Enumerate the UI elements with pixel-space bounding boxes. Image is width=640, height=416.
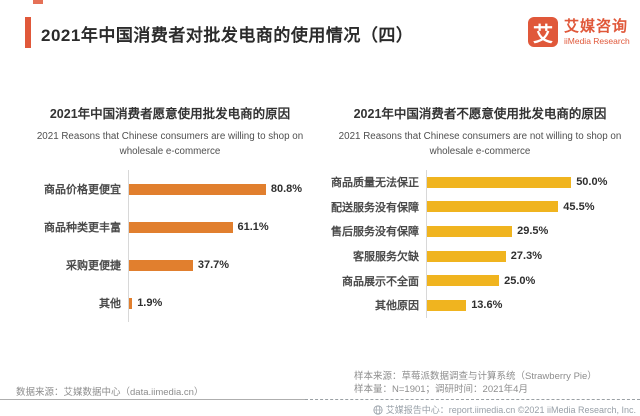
iimedia-logo: 艾 艾媒咨询 iiMedia Research <box>528 17 630 47</box>
value-label: 50.0% <box>576 176 608 189</box>
value-label: 80.8% <box>270 183 303 195</box>
footer-divider-dashed <box>305 399 640 400</box>
bar-track: 25.0% <box>426 268 636 293</box>
left-chart-header: 2021年中国消费者愿意使用批发电商的原因 2021 Reasons that … <box>20 103 320 159</box>
bar <box>427 225 513 237</box>
category-label: 商品种类更丰富 <box>44 222 121 234</box>
bar <box>129 183 266 195</box>
category-label: 商品展示不全面 <box>342 275 419 288</box>
left-chart-subtitle: 2021 Reasons that Chinese consumers are … <box>36 131 304 157</box>
sample-source-note: 样本来源：草莓派数据调查与计算系统（Strawberry Pie） 样本量：N=… <box>354 371 597 396</box>
category-label: 售后服务没有保障 <box>331 226 419 239</box>
left-chart-bars: 商品价格更便宜 80.8% 商品种类更丰富 61.1% 采购更便捷 37.7% 其他 1.9% <box>20 170 326 322</box>
right-chart-title: 2021年中国消费者不愿意使用批发电商的原因 <box>353 107 607 121</box>
footer-divider-solid <box>0 399 305 400</box>
right-chart-subtitle: 2021 Reasons that Chinese consumers are … <box>338 131 622 157</box>
bar <box>129 259 193 271</box>
watermark-text: 艾媒报告中心：report.iimedia.cn ©2021 iiMedia R… <box>385 405 636 415</box>
bar-track: 29.5% <box>426 219 636 244</box>
globe-icon <box>373 404 383 415</box>
bar <box>427 275 500 287</box>
bar-row: 商品质量无法保正 50.0% <box>330 170 636 195</box>
data-source-note: 数据来源：艾媒数据中心（data.iimedia.cn） <box>16 387 204 398</box>
value-label: 13.6% <box>471 299 503 312</box>
bar-track: 13.6% <box>426 292 636 318</box>
page-title: 2021年中国消费者对批发电商的使用情况（四） <box>41 26 414 45</box>
logo-name-cn: 艾媒咨询 <box>564 18 629 35</box>
bar <box>427 201 559 213</box>
logo-name-en: iiMedia Research <box>564 36 630 46</box>
bar-row: 其他 1.9% <box>20 284 326 322</box>
bar-row: 配送服务没有保障 45.5% <box>330 194 636 220</box>
bar-track: 61.1% <box>128 208 326 246</box>
bar-row: 商品种类更丰富 61.1% <box>20 208 326 246</box>
iimedia-logo-text: 艾媒咨询 iiMedia Research <box>564 17 630 46</box>
value-label: 45.5% <box>563 200 595 213</box>
bar-track: 37.7% <box>128 246 326 284</box>
bar <box>427 299 467 311</box>
right-chart-header: 2021年中国消费者不愿意使用批发电商的原因 2021 Reasons that… <box>330 103 630 159</box>
bar <box>129 221 233 233</box>
iimedia-logo-icon: 艾 <box>528 17 558 47</box>
category-label: 配送服务没有保障 <box>331 201 419 214</box>
bar-row: 其他原因 13.6% <box>330 292 636 318</box>
bar-row: 售后服务没有保障 29.5% <box>330 219 636 244</box>
bar-track: 80.8% <box>128 170 326 208</box>
bar-track: 27.3% <box>426 243 636 269</box>
bar-track: 45.5% <box>426 194 636 220</box>
category-label: 商品质量无法保正 <box>331 177 419 190</box>
value-label: 37.7% <box>197 259 230 271</box>
bar-row: 商品价格更便宜 80.8% <box>20 170 326 208</box>
bar-row: 采购更便捷 37.7% <box>20 246 326 284</box>
value-label: 61.1% <box>237 221 269 233</box>
top-edge-orange-mark <box>33 0 43 4</box>
category-label: 客服服务欠缺 <box>353 251 419 264</box>
bar-row: 商品展示不全面 25.0% <box>330 268 636 293</box>
category-label: 其他 <box>99 298 121 310</box>
value-label: 27.3% <box>510 250 542 263</box>
bar-track: 1.9% <box>128 284 326 322</box>
category-label: 商品价格更便宜 <box>44 184 121 196</box>
left-chart-title: 2021年中国消费者愿意使用批发电商的原因 <box>49 107 291 121</box>
value-label: 29.5% <box>517 225 549 238</box>
value-label: 25.0% <box>504 274 536 287</box>
sample-source-line: 样本来源：草莓派数据调查与计算系统（Strawberry Pie） <box>354 371 597 382</box>
sample-info-line: 样本量：N=1901；调研时间：2021年4月 <box>354 383 528 395</box>
bar <box>427 176 572 188</box>
bar-row: 客服服务欠缺 27.3% <box>330 243 636 269</box>
report-watermark: 艾媒报告中心：report.iimedia.cn ©2021 iiMedia R… <box>373 403 636 416</box>
right-chart-bars: 商品质量无法保正 50.0% 配送服务没有保障 45.5% 售后服务没有保障 29.5% 客… <box>330 170 636 318</box>
category-label: 采购更便捷 <box>66 260 121 272</box>
bar <box>129 297 133 309</box>
value-label: 1.9% <box>137 297 163 309</box>
category-label: 其他原因 <box>375 300 419 313</box>
bar-track: 50.0% <box>426 170 636 195</box>
title-accent-bar <box>25 17 31 48</box>
bar <box>427 250 506 262</box>
